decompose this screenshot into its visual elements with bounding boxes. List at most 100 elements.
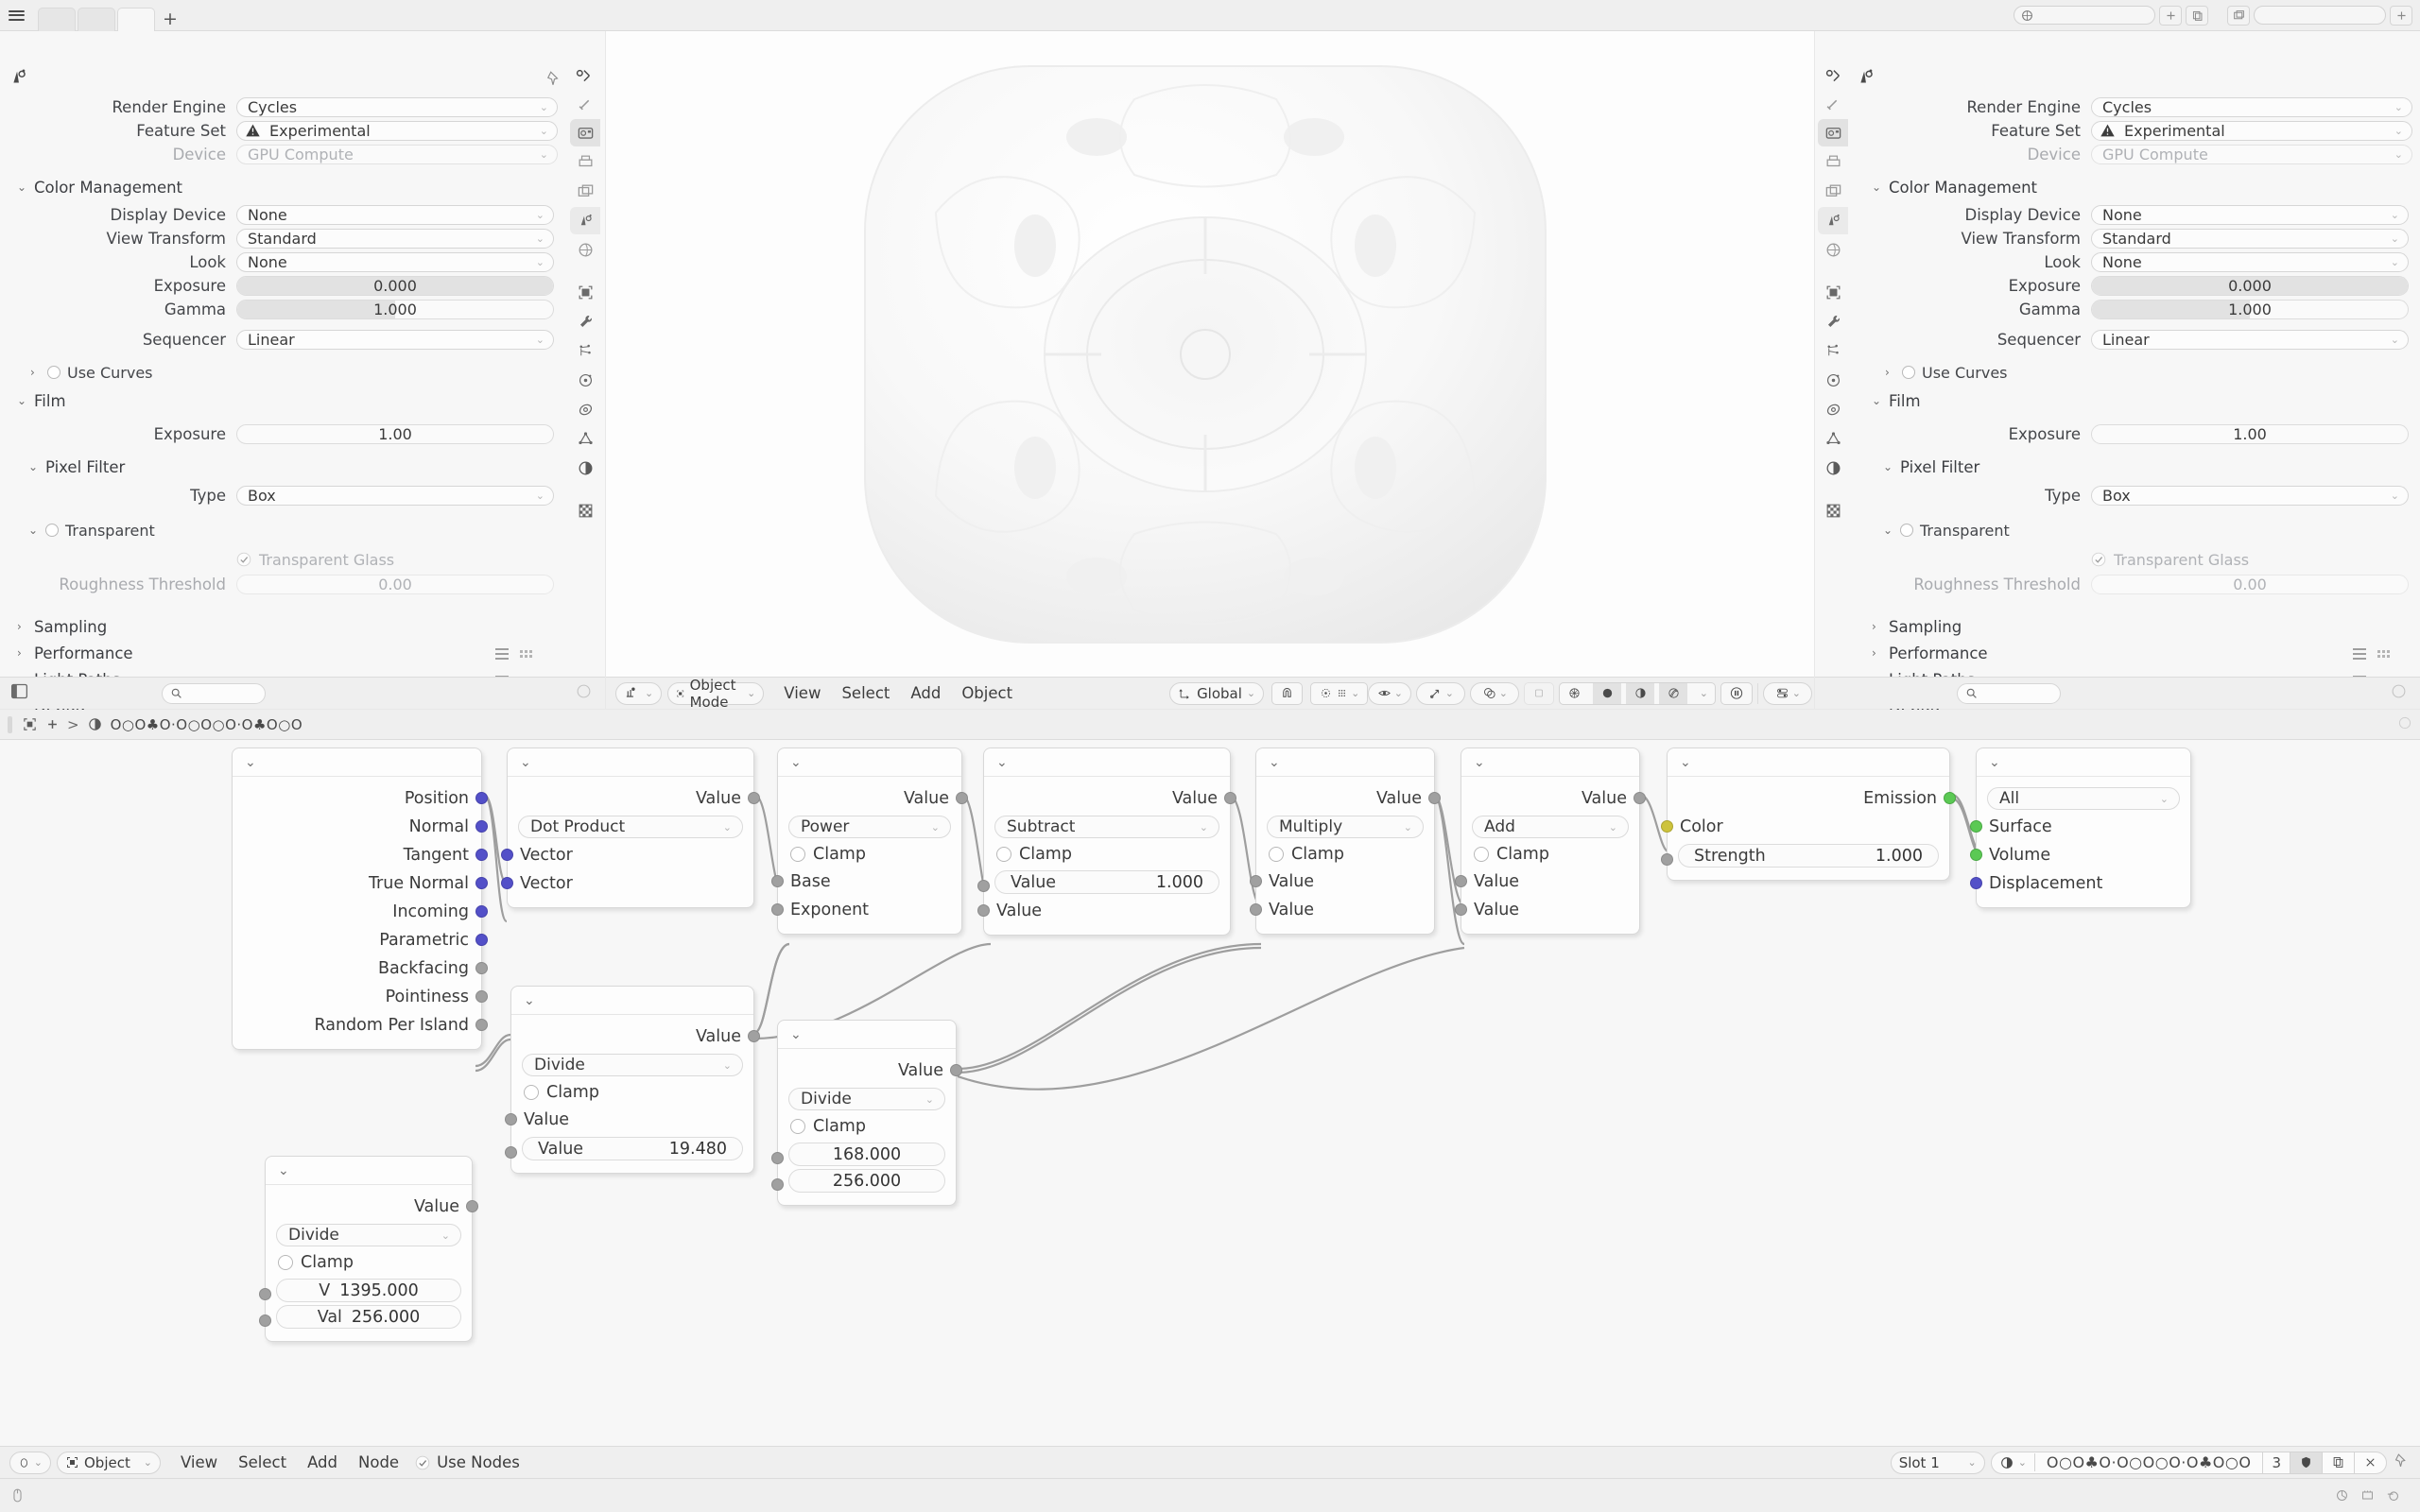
viewport-options-button[interactable]: ⌄: [1763, 681, 1813, 705]
cm-exposure-slider-right[interactable]: 0.000: [2091, 275, 2409, 296]
film-section-right[interactable]: ⌄ Film: [1872, 390, 2420, 411]
chevron-down-icon[interactable]: ⌄: [996, 754, 1008, 770]
value-b-field[interactable]: Val 256.000: [276, 1305, 461, 1329]
sidebar-item-constraints-right[interactable]: [1818, 396, 1848, 423]
socket-dot[interactable]: [771, 1152, 784, 1164]
operation-dropdown[interactable]: Add ⌄: [1472, 816, 1629, 838]
material-users-count[interactable]: 3: [2262, 1452, 2290, 1473]
operation-dropdown[interactable]: Dot Product ⌄: [518, 816, 743, 838]
socket-dot[interactable]: [977, 904, 990, 917]
material-icon-button[interactable]: ⌄: [1992, 1455, 2034, 1470]
sampling-section-right[interactable]: › Sampling: [1872, 616, 2420, 637]
node-header[interactable]: ⌄: [1461, 748, 1639, 777]
workspace-tab-1[interactable]: [38, 7, 76, 31]
list-icon[interactable]: [2353, 648, 2366, 660]
sidebar-item-constraints[interactable]: [570, 396, 600, 423]
socket-dot[interactable]: [475, 962, 488, 974]
socket-surface[interactable]: Surface: [1970, 813, 2190, 841]
socket-value-in-1[interactable]: Value: [1250, 868, 1434, 896]
list-icon[interactable]: [495, 648, 509, 660]
socket-dot[interactable]: [748, 792, 760, 804]
checkbox-checked-icon[interactable]: [236, 552, 251, 567]
operation-dropdown[interactable]: Power ⌄: [788, 816, 951, 838]
socket-normal[interactable]: Normal: [233, 813, 488, 841]
math-divide-node-a[interactable]: ⌄ Value Divide ⌄ Clamp: [505, 986, 760, 1174]
socket-dot[interactable]: [1250, 875, 1262, 887]
math-add-node[interactable]: ⌄ Value Add ⌄ Clamp: [1455, 747, 1646, 935]
socket-value-out[interactable]: Value: [1256, 784, 1441, 813]
viewport-menu-object[interactable]: Object: [961, 683, 1013, 702]
socket-dot[interactable]: [1970, 849, 1982, 861]
socket-dot[interactable]: [501, 849, 513, 861]
socket-value-out[interactable]: Value: [778, 784, 968, 813]
socket-dot[interactable]: [1970, 820, 1982, 833]
socket-value-in-1[interactable]: Value: [1455, 868, 1639, 896]
pin-node-tree-button[interactable]: [2393, 1452, 2409, 1473]
sidebar-item-particles-right[interactable]: [1818, 337, 1848, 365]
transparent-checkbox[interactable]: [45, 524, 59, 537]
proportional-edit-toggle[interactable]: ⌄: [1310, 681, 1369, 705]
new-view-layer-button[interactable]: [2390, 5, 2412, 26]
shader-type-selector[interactable]: Object ⌄: [57, 1451, 161, 1474]
socket-dot[interactable]: [475, 820, 488, 833]
use-curves-section-right[interactable]: › Use Curves: [1885, 362, 2420, 383]
socket-random-per-island[interactable]: Random Per Island: [233, 1011, 488, 1040]
roughness-threshold-slider-right[interactable]: 0.00: [2091, 574, 2409, 594]
socket-dot[interactable]: [475, 934, 488, 946]
film-exposure-slider-right[interactable]: 1.00: [2091, 423, 2409, 444]
chevron-down-icon[interactable]: ⌄: [245, 754, 256, 770]
sidebar-item-data-right[interactable]: [1818, 425, 1848, 453]
material-name[interactable]: O○O♣O·O○O○O·O♣O○O: [2033, 1453, 2263, 1471]
socket-vector-2[interactable]: Vector: [501, 869, 753, 898]
socket-dot[interactable]: [1455, 903, 1467, 916]
socket-tangent[interactable]: Tangent: [233, 841, 488, 869]
value-a-field[interactable]: 168.000: [788, 1143, 945, 1166]
node-menu-select[interactable]: Select: [238, 1452, 287, 1471]
sidebar-item-view-layer[interactable]: [570, 178, 600, 205]
node-header[interactable]: ⌄: [778, 748, 961, 777]
node-header[interactable]: ⌄: [984, 748, 1230, 777]
socket-dot[interactable]: [1455, 875, 1467, 887]
add-workspace-button[interactable]: +: [163, 9, 178, 29]
socket-dot[interactable]: [475, 1019, 488, 1031]
chevron-down-icon[interactable]: ⌄: [1989, 754, 2000, 770]
math-divide-node-b[interactable]: ⌄ Value Divide ⌄ Clamp: [771, 1020, 962, 1206]
socket-dot[interactable]: [1224, 792, 1236, 804]
clamp-checkbox-row[interactable]: Clamp: [511, 1079, 753, 1106]
socket-dot[interactable]: [1661, 820, 1673, 833]
shading-rendered-button[interactable]: [1659, 682, 1688, 704]
sidebar-item-view-layer-right[interactable]: [1818, 178, 1848, 205]
device-dropdown-right[interactable]: GPU Compute ⌄: [2091, 144, 2412, 164]
unlink-material-button[interactable]: [2354, 1452, 2386, 1473]
node-header[interactable]: ⌄: [1256, 748, 1434, 777]
socket-dot[interactable]: [501, 877, 513, 889]
display-device-dropdown-right[interactable]: None ⌄: [2091, 204, 2409, 225]
color-management-section-right[interactable]: ⌄ Color Management: [1872, 177, 2420, 198]
copy-scene-button[interactable]: [2186, 5, 2208, 26]
sidebar-item-scene-right[interactable]: [1818, 207, 1848, 234]
clamp-checkbox-row[interactable]: Clamp: [266, 1249, 472, 1276]
view-transform-dropdown-right[interactable]: Standard ⌄: [2091, 228, 2409, 249]
roughness-threshold-slider[interactable]: 0.00: [236, 574, 554, 594]
shading-material-preview-button[interactable]: [1626, 682, 1655, 704]
socket-dot[interactable]: [505, 1113, 517, 1125]
use-curves-checkbox[interactable]: [47, 366, 60, 379]
use-nodes-toggle[interactable]: Use Nodes: [415, 1453, 520, 1471]
clamp-checkbox-row[interactable]: Clamp: [1256, 841, 1434, 868]
filter-type-dropdown[interactable]: Box ⌄: [236, 485, 554, 506]
emission-shader-node[interactable]: ⌄ Emission Color Strength: [1661, 747, 1956, 881]
sequencer-dropdown-right[interactable]: Linear ⌄: [2091, 329, 2409, 350]
shading-options-button[interactable]: ⌄: [1692, 683, 1715, 704]
socket-dot[interactable]: [466, 1200, 478, 1212]
filter-type-dropdown-right[interactable]: Box ⌄: [2091, 485, 2409, 506]
socket-dot[interactable]: [1944, 792, 1956, 804]
new-scene-button[interactable]: [2159, 5, 2182, 26]
cm-exposure-slider[interactable]: 0.000: [236, 275, 554, 296]
transparent-section-right[interactable]: ⌄ Transparent: [1883, 520, 2420, 541]
feature-set-dropdown[interactable]: Experimental ⌄: [236, 120, 558, 141]
socket-dot[interactable]: [977, 880, 990, 892]
socket-dot[interactable]: [259, 1288, 271, 1300]
node-header[interactable]: ⌄: [1668, 748, 1949, 777]
viewport-menu-select[interactable]: Select: [841, 683, 890, 702]
sequencer-dropdown[interactable]: Linear ⌄: [236, 329, 554, 350]
